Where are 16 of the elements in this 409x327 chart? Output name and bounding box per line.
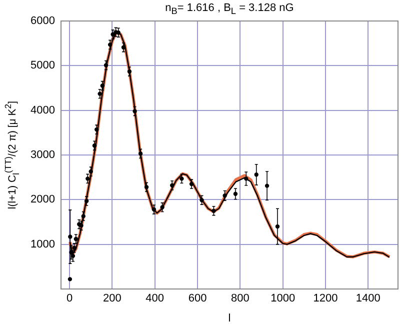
y-tick-label: 4000	[30, 104, 55, 116]
x-tick-label: 1400	[356, 292, 380, 305]
x-tick-label: 600	[188, 292, 207, 305]
chart-title: n$_{B}$= 1.616 , B$_{L}$ = 3.128 nG	[164, 2, 295, 16]
y-tick-label: 1000	[30, 238, 55, 250]
x-tick-label: 800	[230, 292, 250, 305]
y-tick-label: 5000	[30, 60, 55, 72]
x-tick-label: 1200	[313, 292, 338, 305]
y-tick-label: 2000	[30, 194, 55, 206]
x-tick-label: 200	[103, 292, 122, 305]
y-tick-label: 6000	[30, 15, 55, 28]
x-axis-title: l	[228, 312, 231, 324]
y-tick-label: 3000	[30, 149, 55, 162]
x-tick-label: 0	[66, 292, 73, 305]
x-tick-label: 400	[146, 292, 164, 305]
x-tick-label: 1000	[270, 292, 296, 305]
